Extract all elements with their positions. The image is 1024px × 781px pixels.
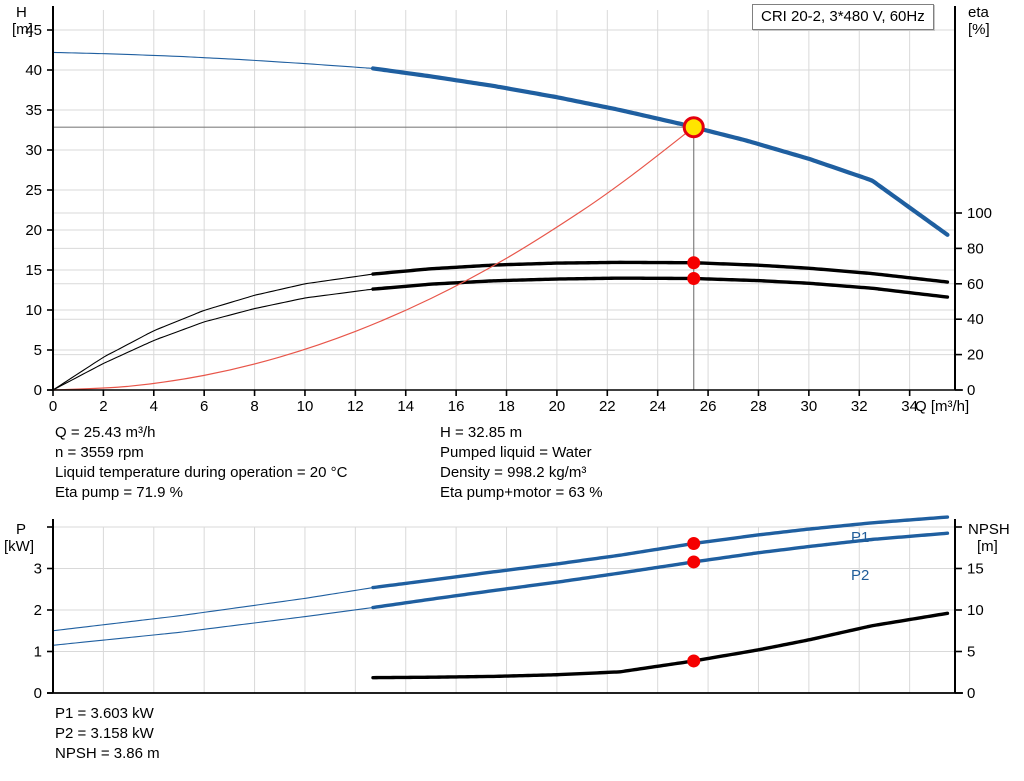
tick-label-flow: 22 (599, 398, 616, 415)
tick-label-head: 5 (34, 342, 42, 359)
tick-label-flow: 28 (750, 398, 767, 415)
tick-label-head: 25 (25, 182, 42, 199)
tick-label-power: 3 (34, 561, 42, 578)
npsh-duty-marker (687, 654, 701, 668)
axis-unit-power: [kW] (4, 538, 34, 555)
info-bottom-line-3: NPSH = 3.86 m (55, 745, 160, 762)
axis-unit-head: [m] (12, 21, 33, 38)
axis-label-flow: Q [m³/h] (915, 398, 970, 415)
p1-duty-marker (687, 536, 701, 550)
tick-label-head: 10 (25, 302, 42, 319)
tick-label-head: 35 (25, 102, 42, 119)
axis-unit-eta: [%] (968, 21, 990, 38)
curve-head-thick (370, 66, 950, 237)
tick-label-flow: 0 (49, 398, 57, 415)
duty-info-left: Q = 25.43 m³/h n = 3559 rpm Liquid tempera… (55, 423, 347, 503)
tick-label-npsh: 10 (967, 602, 984, 619)
axis-title-npsh: NPSH (968, 521, 1010, 538)
tick-label-flow: 24 (649, 398, 666, 415)
tick-label-flow: 14 (397, 398, 414, 415)
upper-grid (53, 10, 955, 390)
axis-title-power: P (16, 521, 27, 538)
tick-label-eta: 0 (967, 382, 975, 399)
curve-label-p1: P1 (851, 529, 870, 546)
pump-title-box: CRI 20-2, 3*480 V, 60Hz (752, 4, 934, 30)
tick-label-head: 30 (25, 142, 42, 159)
tick-label-flow: 34 (901, 398, 918, 415)
axis-title-eta: eta (968, 4, 989, 21)
eta-duty-marker-2 (687, 271, 701, 285)
tick-label-npsh: 0 (967, 685, 975, 702)
tick-label-flow: 6 (200, 398, 208, 415)
tick-label-flow: 16 (448, 398, 465, 415)
tick-label-head: 45 (25, 22, 42, 39)
tick-label-head: 20 (25, 222, 42, 239)
curve-eta-pump-motor-thick (371, 276, 950, 299)
tick-label-flow: 10 (297, 398, 314, 415)
info-bottom-line-1: P1 = 3.603 kW (55, 705, 154, 722)
tick-label-flow: 30 (801, 398, 818, 415)
tick-label-flow: 8 (250, 398, 258, 415)
tick-label-flow: 26 (700, 398, 717, 415)
tick-label-power: 1 (34, 644, 42, 661)
power-npsh-chart: 0 1 2 3 0 5 10 15 (34, 515, 984, 702)
axis-title-head: H (16, 4, 27, 21)
tick-label-eta: 80 (967, 240, 984, 257)
tick-label-eta: 60 (967, 276, 984, 293)
duty-info-right: H = 32.85 m Pumped liquid = Water Density … (440, 423, 603, 503)
tick-label-head: 0 (34, 382, 42, 399)
duty-point-marker[interactable] (682, 116, 705, 139)
tick-label-npsh: 5 (967, 644, 975, 661)
duty-guide-lines (53, 126, 695, 390)
tick-label-flow: 32 (851, 398, 868, 415)
pump-title-text: CRI 20-2, 3*480 V, 60Hz (761, 8, 925, 25)
info-left-line-2: n = 3559 rpm (55, 444, 144, 461)
info-right-line-3: Density = 998.2 kg/m³ (440, 464, 587, 481)
info-right-line-2: Pumped liquid = Water (440, 444, 592, 461)
tick-label-npsh: 15 (967, 561, 984, 578)
curve-label-p2: P2 (851, 567, 870, 584)
curve-eta-pump-motor-thin (52, 277, 948, 391)
tick-label-eta: 20 (967, 347, 984, 364)
tick-label-flow: 12 (347, 398, 364, 415)
tick-label-power: 0 (34, 685, 42, 702)
info-left-line-1: Q = 25.43 m³/h (55, 424, 156, 441)
curve-p1-thick (371, 515, 950, 590)
info-bottom-line-2: P2 = 3.158 kW (55, 725, 154, 742)
info-right-line-4: Eta pump+motor = 63 % (440, 484, 603, 501)
curve-p2-thick (371, 531, 950, 610)
curve-npsh-thick (371, 611, 950, 680)
eta-duty-marker-1 (687, 256, 701, 270)
tick-label-power: 2 (34, 602, 42, 619)
curve-eta-pump-thick (371, 260, 950, 284)
lower-grid (53, 526, 955, 693)
tick-label-eta: 40 (967, 311, 984, 328)
tick-label-flow: 20 (549, 398, 566, 415)
p2-duty-marker (687, 555, 701, 569)
tick-label-flow: 18 (498, 398, 515, 415)
info-right-line-1: H = 32.85 m (440, 424, 523, 441)
duty-info-bottom: P1 = 3.603 kW P2 = 3.158 kW NPSH = 3.86 m (55, 704, 160, 764)
tick-label-eta: 100 (967, 205, 992, 222)
axis-unit-npsh: [m] (977, 538, 998, 555)
info-left-line-3: Liquid temperature during operation = 20… (55, 464, 348, 481)
tick-label-flow: 4 (150, 398, 158, 415)
tick-label-head: 15 (25, 262, 42, 279)
tick-label-flow: 2 (99, 398, 107, 415)
tick-label-head: 40 (25, 62, 42, 79)
curve-head-thin (52, 51, 948, 236)
curve-p1-thin (52, 516, 948, 632)
info-left-line-4: Eta pump = 71.9 % (55, 484, 183, 501)
curve-system (52, 126, 695, 391)
